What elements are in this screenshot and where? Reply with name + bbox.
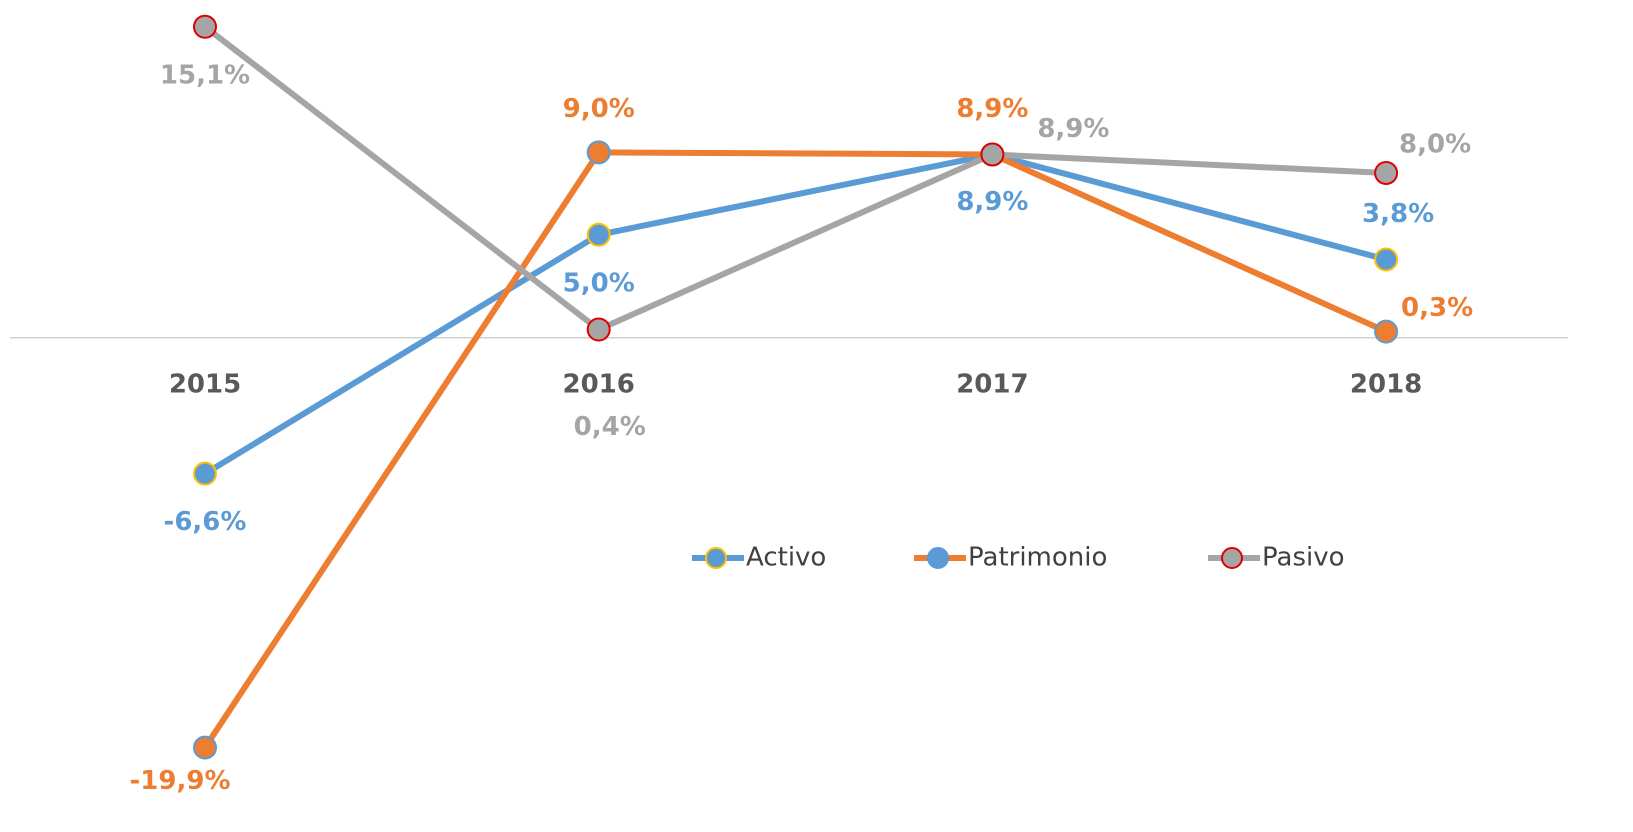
data-label: 8,9% [956,187,1028,217]
legend-marker [705,547,727,569]
marker [586,317,611,342]
marker [586,140,611,165]
marker [193,14,217,39]
marker [586,222,611,247]
marker [193,461,217,486]
data-label: 8,9% [956,94,1028,124]
legend-label: Pasivo [1262,543,1345,573]
legend-label: Activo [746,543,826,573]
x-tick-label: 2018 [1350,370,1422,400]
data-label: -19,9% [130,766,231,796]
data-label: 3,8% [1362,199,1434,229]
data-label: 0,4% [574,412,646,442]
marker [980,142,1005,167]
data-label: 8,9% [1037,114,1109,144]
series-line [203,24,1387,333]
marker [1374,160,1399,185]
data-label: 15,1% [160,60,250,90]
data-label: 5,0% [563,268,635,298]
data-label: 8,0% [1399,129,1471,159]
x-tick-label: 2015 [169,370,241,400]
x-tick-label: 2016 [563,370,635,400]
series-line [203,151,1387,477]
data-label: 9,0% [563,94,635,124]
marker [1374,247,1399,272]
legend-marker [1221,547,1243,569]
marker [1374,319,1399,344]
data-label: 0,3% [1401,293,1473,323]
series-line [202,149,1388,750]
data-label: -6,6% [164,507,247,537]
x-tick-label: 2017 [956,370,1028,400]
legend-label: Patrimonio [968,543,1107,573]
marker [193,735,217,760]
legend-marker [927,547,949,569]
